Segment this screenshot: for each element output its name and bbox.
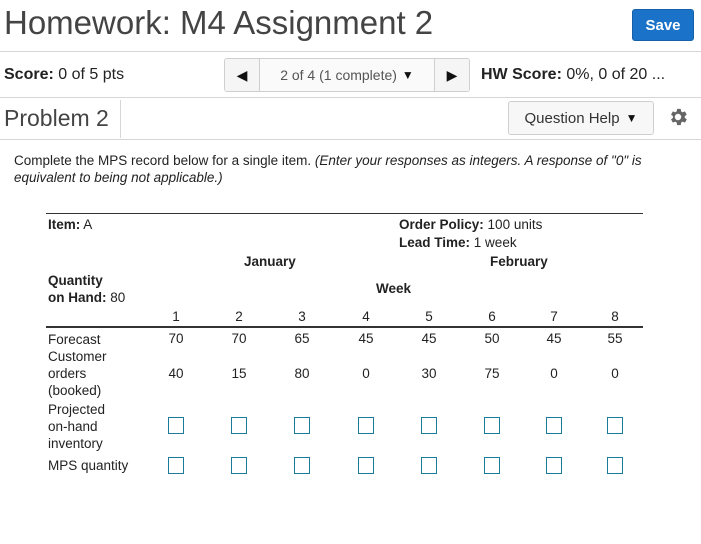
forecast-value: 45 xyxy=(358,331,374,346)
right-arrow-icon: ▶ xyxy=(446,66,458,83)
item-value: A xyxy=(83,217,93,232)
gear-icon[interactable] xyxy=(667,106,689,128)
next-question-button[interactable]: ▶ xyxy=(435,59,469,91)
mps-input-7[interactable] xyxy=(546,457,562,474)
week-number: 3 xyxy=(298,309,306,324)
forecast-value: 70 xyxy=(231,331,247,346)
mps-input-1[interactable] xyxy=(168,457,184,474)
week-number: 8 xyxy=(611,309,619,324)
table-rule xyxy=(46,213,643,214)
month-january: January xyxy=(244,254,296,269)
poh-input-8[interactable] xyxy=(607,417,623,434)
orders-value: 0 xyxy=(611,366,619,381)
month-february: February xyxy=(490,254,548,269)
week-number: 7 xyxy=(550,309,558,324)
score-label: Score: xyxy=(4,66,54,83)
order-policy-label: Order Policy: xyxy=(399,217,484,232)
forecast-value: 55 xyxy=(607,331,623,346)
order-policy-value: 100 units xyxy=(487,217,543,232)
item-info: Item: A xyxy=(48,217,92,232)
poh-input-7[interactable] xyxy=(546,417,562,434)
previous-question-button[interactable]: ◀ xyxy=(225,59,259,91)
week-number: 1 xyxy=(172,309,180,324)
orders-value: 0 xyxy=(550,366,558,381)
problem-title: Problem 2 xyxy=(4,105,109,131)
qoh-label-2: on Hand: xyxy=(48,290,107,305)
forecast-value: 50 xyxy=(484,331,500,346)
week-number: 2 xyxy=(235,309,243,324)
table-rule xyxy=(46,326,643,328)
mps-input-6[interactable] xyxy=(484,457,500,474)
poh-input-5[interactable] xyxy=(421,417,437,434)
orders-value: 0 xyxy=(362,366,370,381)
mps-input-8[interactable] xyxy=(607,457,623,474)
mps-quantity-label: MPS quantity xyxy=(48,458,129,473)
week-number: 4 xyxy=(362,309,370,324)
score-display: Score: 0 of 5 pts xyxy=(4,66,124,84)
divider xyxy=(0,139,701,140)
divider xyxy=(0,97,701,98)
poh-label: Projected on-hand inventory xyxy=(48,402,106,451)
page-title: Homework: M4 Assignment 2 xyxy=(4,4,434,41)
divider xyxy=(120,100,121,138)
orders-value: 40 xyxy=(168,366,184,381)
question-help-label: Question Help xyxy=(524,109,620,127)
poh-input-2[interactable] xyxy=(231,417,247,434)
hw-score-label: HW Score: xyxy=(481,66,562,83)
orders-value: 15 xyxy=(231,366,247,381)
score-value: 0 of 5 pts xyxy=(58,66,125,83)
forecast-value: 45 xyxy=(546,331,562,346)
divider xyxy=(0,51,701,52)
qoh-value: 80 xyxy=(110,290,126,305)
orders-label: Customer orders (booked) xyxy=(48,349,107,398)
question-help-button[interactable]: Question Help ▼ xyxy=(508,101,654,135)
save-button[interactable]: Save xyxy=(632,9,694,41)
poh-input-1[interactable] xyxy=(168,417,184,434)
orders-value: 75 xyxy=(484,366,500,381)
left-arrow-icon: ◀ xyxy=(236,66,248,83)
forecast-value: 70 xyxy=(168,331,184,346)
lead-time-value: 1 week xyxy=(473,235,517,250)
caret-down-icon: ▼ xyxy=(401,68,414,82)
orders-value: 80 xyxy=(294,366,310,381)
qoh-info: on Hand: 80 xyxy=(48,290,125,305)
forecast-value: 65 xyxy=(294,331,310,346)
hw-score-display: HW Score: 0%, 0 of 20 ... xyxy=(481,66,665,84)
question-selector-label: 2 of 4 (1 complete) xyxy=(280,67,397,83)
mps-input-4[interactable] xyxy=(358,457,374,474)
week-label: Week xyxy=(376,281,412,296)
week-number: 5 xyxy=(425,309,433,324)
orders-value: 30 xyxy=(421,366,437,381)
instructions-hint: (Enter your responses as integers. A res… xyxy=(14,153,642,185)
week-number: 6 xyxy=(488,309,496,324)
qoh-label: Quantity xyxy=(48,273,103,288)
instructions: Complete the MPS record below for a sing… xyxy=(14,152,684,186)
mps-input-3[interactable] xyxy=(294,457,310,474)
item-label: Item: xyxy=(48,217,81,232)
mps-input-2[interactable] xyxy=(231,457,247,474)
lead-time: Lead Time: 1 week xyxy=(399,235,517,250)
question-navigator: ◀ 2 of 4 (1 complete) ▼ ▶ xyxy=(224,58,470,92)
forecast-value: 45 xyxy=(421,331,437,346)
order-policy: Order Policy: 100 units xyxy=(399,217,542,232)
poh-input-3[interactable] xyxy=(294,417,310,434)
hw-score-value: 0%, 0 of 20 ... xyxy=(566,66,666,83)
forecast-label: Forecast xyxy=(48,332,101,347)
poh-input-4[interactable] xyxy=(358,417,374,434)
poh-input-6[interactable] xyxy=(484,417,500,434)
mps-input-5[interactable] xyxy=(421,457,437,474)
caret-down-icon: ▼ xyxy=(625,111,638,125)
instructions-text: Complete the MPS record below for a sing… xyxy=(14,153,312,168)
lead-time-label: Lead Time: xyxy=(399,235,471,250)
question-selector[interactable]: 2 of 4 (1 complete) ▼ xyxy=(259,59,435,91)
